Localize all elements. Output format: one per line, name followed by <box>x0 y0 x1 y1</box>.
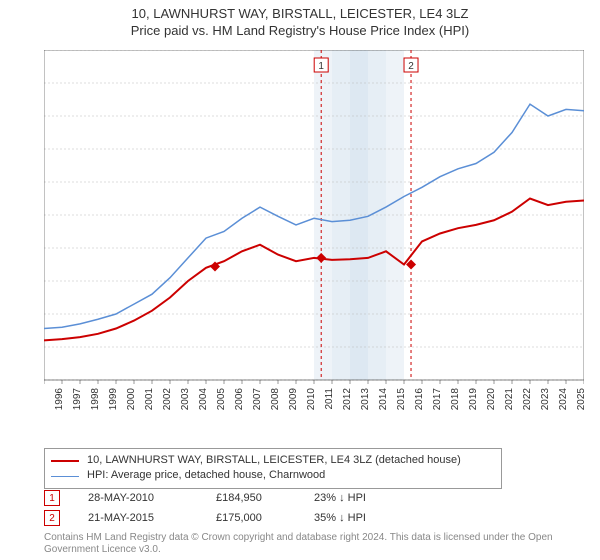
svg-text:2021: 2021 <box>504 388 515 411</box>
svg-text:1998: 1998 <box>90 388 101 411</box>
sale-events: 1 28-MAY-2010 £184,950 23% ↓ HPI 2 21-MA… <box>44 490 584 530</box>
event-row-1: 1 28-MAY-2010 £184,950 23% ↓ HPI <box>44 490 584 506</box>
svg-text:2022: 2022 <box>522 388 533 411</box>
event-date-1: 28-MAY-2010 <box>88 492 188 504</box>
svg-text:2005: 2005 <box>216 388 227 411</box>
event-row-2: 2 21-MAY-2015 £175,000 35% ↓ HPI <box>44 510 584 526</box>
svg-text:2016: 2016 <box>414 388 425 411</box>
event-delta-1: 23% ↓ HPI <box>314 492 366 504</box>
event-delta-2: 35% ↓ HPI <box>314 512 366 524</box>
license-text: Contains HM Land Registry data © Crown c… <box>44 532 584 556</box>
svg-text:2013: 2013 <box>360 388 371 411</box>
legend-item-hpi: HPI: Average price, detached house, Char… <box>51 468 495 483</box>
svg-text:1997: 1997 <box>72 388 83 411</box>
svg-text:2007: 2007 <box>252 388 263 411</box>
legend-swatch-property <box>51 460 79 462</box>
chart-title: 10, LAWNHURST WAY, BIRSTALL, LEICESTER, … <box>0 0 600 40</box>
legend-label-hpi: HPI: Average price, detached house, Char… <box>87 468 325 483</box>
svg-text:2019: 2019 <box>468 388 479 411</box>
price-chart: £0£50K£100K£150K£200K£250K£300K£350K£400… <box>44 50 584 412</box>
svg-text:2023: 2023 <box>540 388 551 411</box>
svg-text:2025: 2025 <box>576 388 584 411</box>
svg-text:2008: 2008 <box>270 388 281 411</box>
svg-text:2003: 2003 <box>180 388 191 411</box>
svg-text:1999: 1999 <box>108 388 119 411</box>
svg-text:2000: 2000 <box>126 388 137 411</box>
svg-text:2012: 2012 <box>342 388 353 411</box>
svg-text:2015: 2015 <box>396 388 407 411</box>
svg-text:2004: 2004 <box>198 388 209 411</box>
legend-label-property: 10, LAWNHURST WAY, BIRSTALL, LEICESTER, … <box>87 453 461 468</box>
svg-text:1: 1 <box>318 61 324 72</box>
svg-text:2014: 2014 <box>378 388 389 411</box>
svg-text:2009: 2009 <box>288 388 299 411</box>
svg-text:2018: 2018 <box>450 388 461 411</box>
svg-text:2002: 2002 <box>162 388 173 411</box>
event-date-2: 21-MAY-2015 <box>88 512 188 524</box>
svg-text:2020: 2020 <box>486 388 497 411</box>
event-badge-2: 2 <box>44 510 60 526</box>
title-line1: 10, LAWNHURST WAY, BIRSTALL, LEICESTER, … <box>0 6 600 23</box>
event-price-1: £184,950 <box>216 492 286 504</box>
legend-swatch-hpi <box>51 476 79 477</box>
legend: 10, LAWNHURST WAY, BIRSTALL, LEICESTER, … <box>44 448 502 489</box>
svg-text:2024: 2024 <box>558 388 569 411</box>
legend-item-property: 10, LAWNHURST WAY, BIRSTALL, LEICESTER, … <box>51 453 495 468</box>
svg-text:2: 2 <box>408 61 414 72</box>
event-price-2: £175,000 <box>216 512 286 524</box>
svg-text:1995: 1995 <box>44 388 47 411</box>
svg-text:2001: 2001 <box>144 388 155 411</box>
event-badge-1: 1 <box>44 490 60 506</box>
svg-text:1996: 1996 <box>54 388 65 411</box>
svg-text:2017: 2017 <box>432 388 443 411</box>
svg-text:2011: 2011 <box>324 388 335 410</box>
svg-text:2006: 2006 <box>234 388 245 411</box>
svg-text:2010: 2010 <box>306 388 317 411</box>
title-line2: Price paid vs. HM Land Registry's House … <box>0 23 600 40</box>
